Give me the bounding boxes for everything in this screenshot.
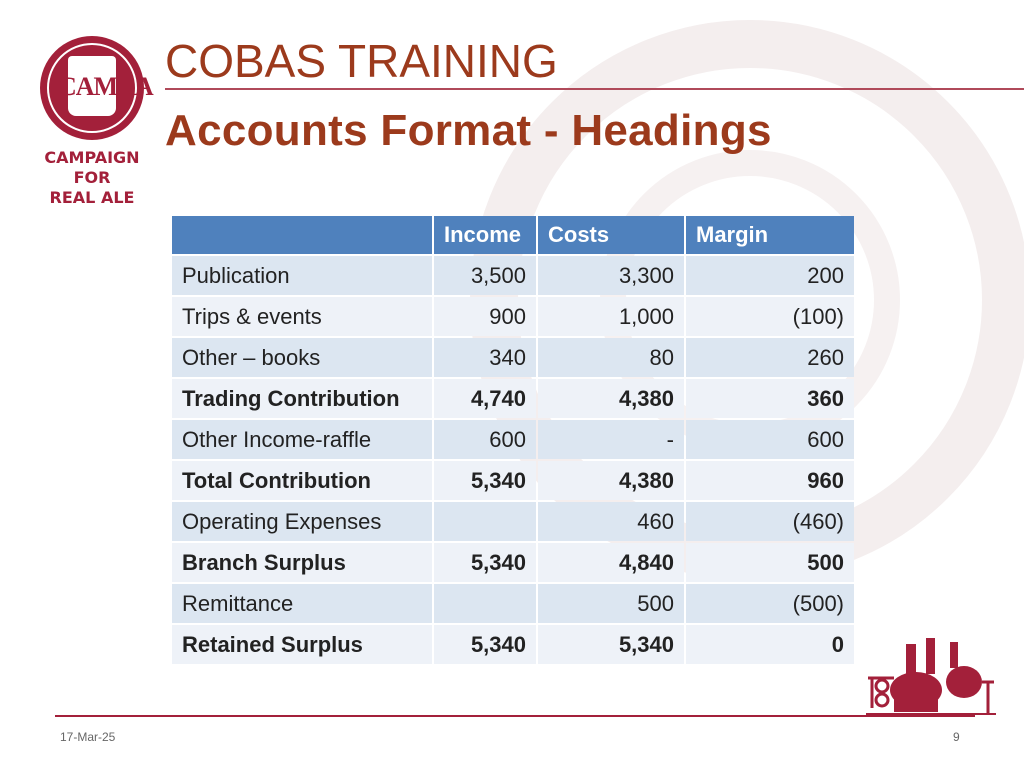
table-row: Trips & events 900 1,000 (100) bbox=[172, 297, 854, 336]
row-label: Operating Expenses bbox=[172, 502, 432, 541]
row-label: Other – books bbox=[172, 338, 432, 377]
cell-income bbox=[434, 502, 536, 541]
cell-margin: 0 bbox=[686, 625, 854, 664]
cell-income: 340 bbox=[434, 338, 536, 377]
header-margin: Margin bbox=[686, 216, 854, 254]
cell-income: 5,340 bbox=[434, 625, 536, 664]
table-row: Total Contribution 5,340 4,380 960 bbox=[172, 461, 854, 500]
slide-subtitle: Accounts Format - Headings bbox=[165, 106, 772, 155]
cell-margin: (460) bbox=[686, 502, 854, 541]
table-row: Other – books 340 80 260 bbox=[172, 338, 854, 377]
table-row: Remittance 500 (500) bbox=[172, 584, 854, 623]
cell-costs: 500 bbox=[538, 584, 684, 623]
row-label: Remittance bbox=[172, 584, 432, 623]
cell-income: 900 bbox=[434, 297, 536, 336]
row-label: Trips & events bbox=[172, 297, 432, 336]
cell-margin: 200 bbox=[686, 256, 854, 295]
tankard-icon bbox=[68, 56, 116, 116]
page-number: 9 bbox=[953, 730, 960, 744]
header-label bbox=[172, 216, 432, 254]
logo-line-2: FOR bbox=[73, 168, 111, 187]
cell-costs: 3,300 bbox=[538, 256, 684, 295]
cell-costs: 460 bbox=[538, 502, 684, 541]
cell-costs: 4,380 bbox=[538, 461, 684, 500]
logo-ring bbox=[47, 43, 137, 133]
table-row: Trading Contribution 4,740 4,380 360 bbox=[172, 379, 854, 418]
cell-margin: 360 bbox=[686, 379, 854, 418]
cell-margin: 260 bbox=[686, 338, 854, 377]
camra-logo: CAMRA CAMPAIGN FOR REAL ALE bbox=[36, 36, 154, 208]
accounts-table: Income Costs Margin Publication 3,500 3,30… bbox=[170, 214, 856, 666]
slide-title: COBAS TRAINING bbox=[165, 35, 558, 87]
header-costs: Costs bbox=[538, 216, 684, 254]
logo-line-3: REAL ALE bbox=[49, 188, 135, 207]
row-label: Branch Surplus bbox=[172, 543, 432, 582]
footer-divider bbox=[55, 715, 975, 717]
row-label: Publication bbox=[172, 256, 432, 295]
row-label: Trading Contribution bbox=[172, 379, 432, 418]
cell-costs: 1,000 bbox=[538, 297, 684, 336]
cell-income: 3,500 bbox=[434, 256, 536, 295]
cell-income: 5,340 bbox=[434, 543, 536, 582]
brewery-icon bbox=[866, 638, 996, 715]
table-row: Operating Expenses 460 (460) bbox=[172, 502, 854, 541]
table-row: Publication 3,500 3,300 200 bbox=[172, 256, 854, 295]
cell-margin: 960 bbox=[686, 461, 854, 500]
table-body: Publication 3,500 3,300 200 Trips & events 90… bbox=[172, 256, 854, 664]
cell-margin: 500 bbox=[686, 543, 854, 582]
row-label: Other Income-raffle bbox=[172, 420, 432, 459]
table-row: Other Income-raffle 600-600 bbox=[172, 420, 854, 459]
title-divider bbox=[165, 88, 1024, 90]
cell-costs: 4,840 bbox=[538, 543, 684, 582]
cell-costs: 5,340 bbox=[538, 625, 684, 664]
cell-income: 4,740 bbox=[434, 379, 536, 418]
row-label: Retained Surplus bbox=[172, 625, 432, 664]
cell-costs: 4,380 bbox=[538, 379, 684, 418]
table-row: Retained Surplus 5,340 5,340 0 bbox=[172, 625, 854, 664]
cell-income: 600 bbox=[434, 420, 536, 459]
cell-costs: - bbox=[538, 420, 684, 459]
cell-margin: (500) bbox=[686, 584, 854, 623]
cell-income bbox=[434, 584, 536, 623]
cell-costs: 80 bbox=[538, 338, 684, 377]
table-row: Branch Surplus 5,340 4,840 500 bbox=[172, 543, 854, 582]
table-header-row: Income Costs Margin bbox=[172, 216, 854, 254]
logo-wordmark: CAMRA bbox=[58, 72, 154, 101]
cell-margin: 600 bbox=[686, 420, 854, 459]
cell-income: 5,340 bbox=[434, 461, 536, 500]
cell-margin: (100) bbox=[686, 297, 854, 336]
footer-date: 17-Mar-25 bbox=[60, 730, 116, 744]
row-label: Total Contribution bbox=[172, 461, 432, 500]
header-income: Income bbox=[434, 216, 536, 254]
logo-line-1: CAMPAIGN bbox=[44, 148, 140, 167]
